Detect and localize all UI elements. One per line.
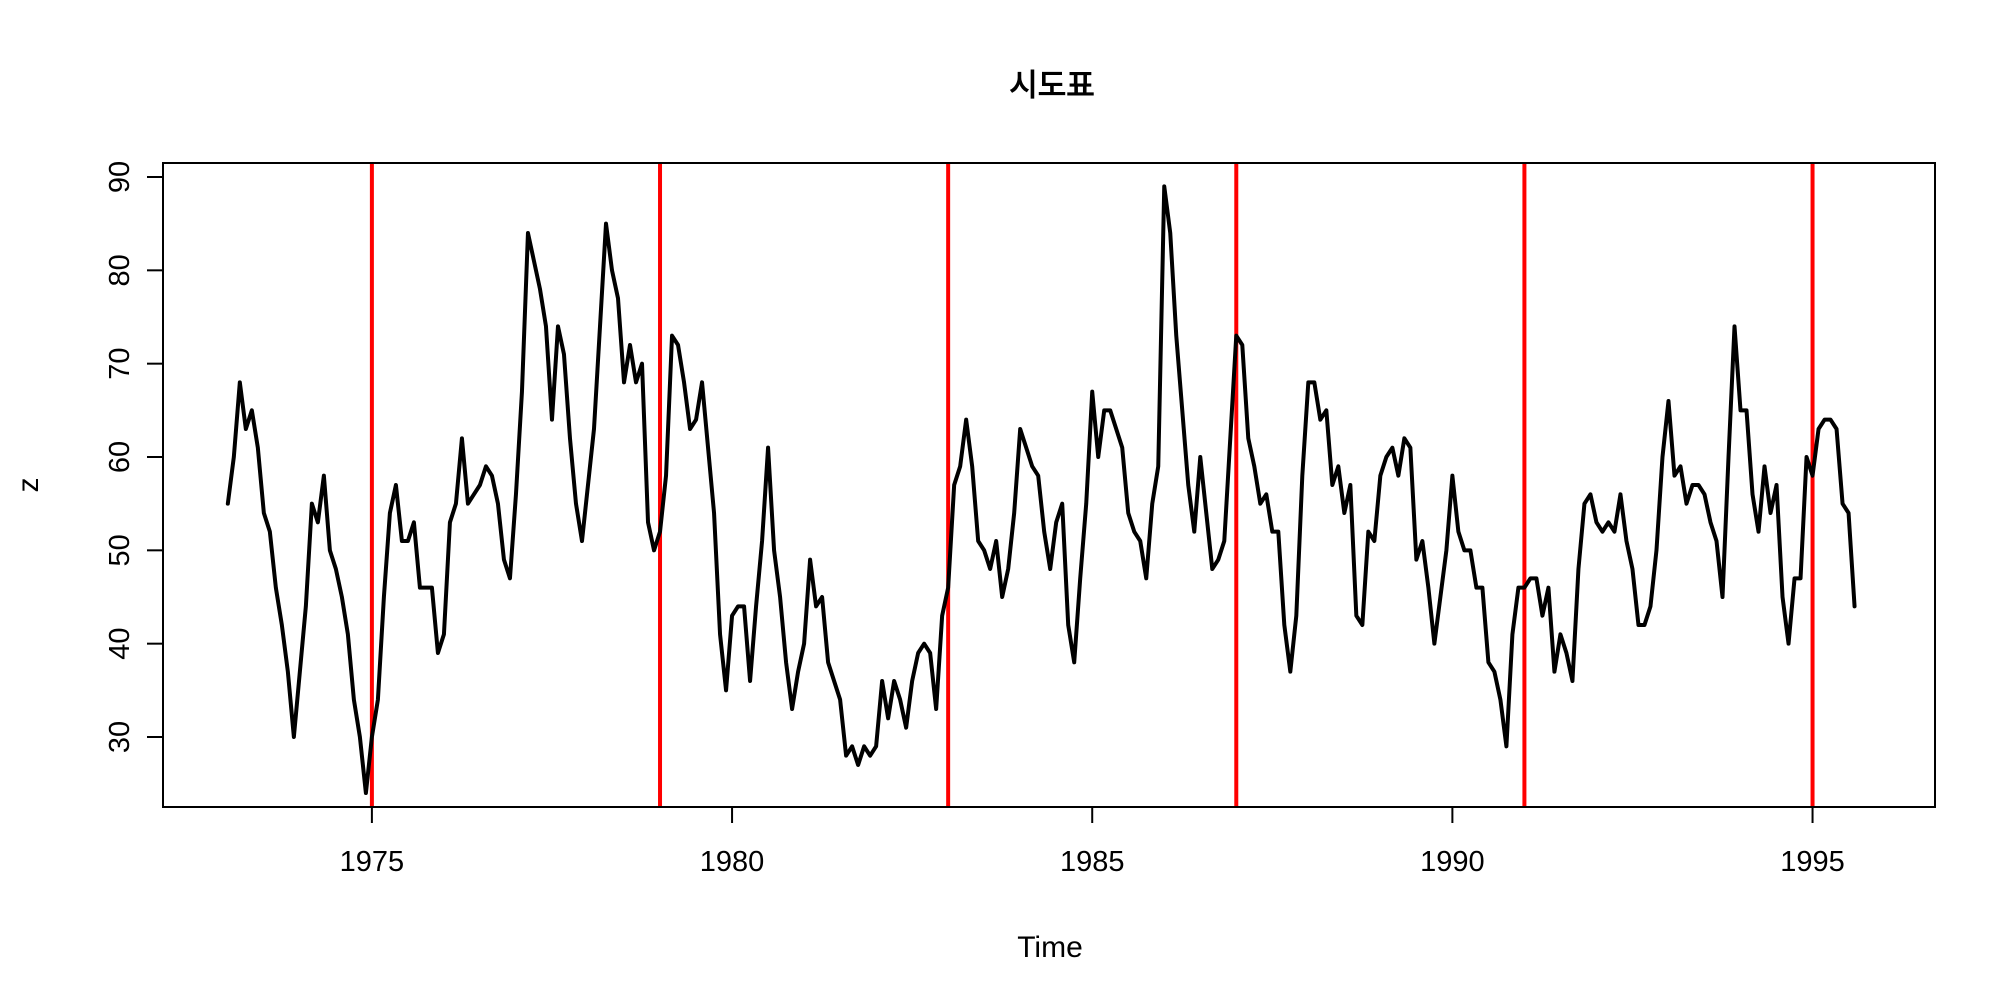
red-vertical-lines [369,163,1815,807]
x-tick-label: 1995 [1780,846,1845,878]
x-tick-label: 1975 [340,846,405,878]
y-axis-label: z [12,478,45,493]
x-axis: 1975 1980 1985 1990 1995 [340,806,1845,878]
x-tick-label: 1985 [1060,846,1125,878]
x-tick-label: 1990 [1420,846,1485,878]
y-tick-label: 50 [104,534,136,566]
y-tick-label: 40 [104,628,136,660]
y-tick-label: 80 [104,254,136,286]
x-axis-label: Time [1017,931,1083,964]
chart-title: 시도표 [1009,68,1095,104]
y-axis: 30 40 50 60 70 80 90 [104,161,164,753]
x-tick-label: 1980 [700,846,765,878]
y-tick-label: 30 [104,721,136,753]
y-tick-label: 90 [104,161,136,193]
series-line [225,184,1857,795]
y-tick-label: 70 [104,348,136,380]
y-tick-label: 60 [104,441,136,473]
